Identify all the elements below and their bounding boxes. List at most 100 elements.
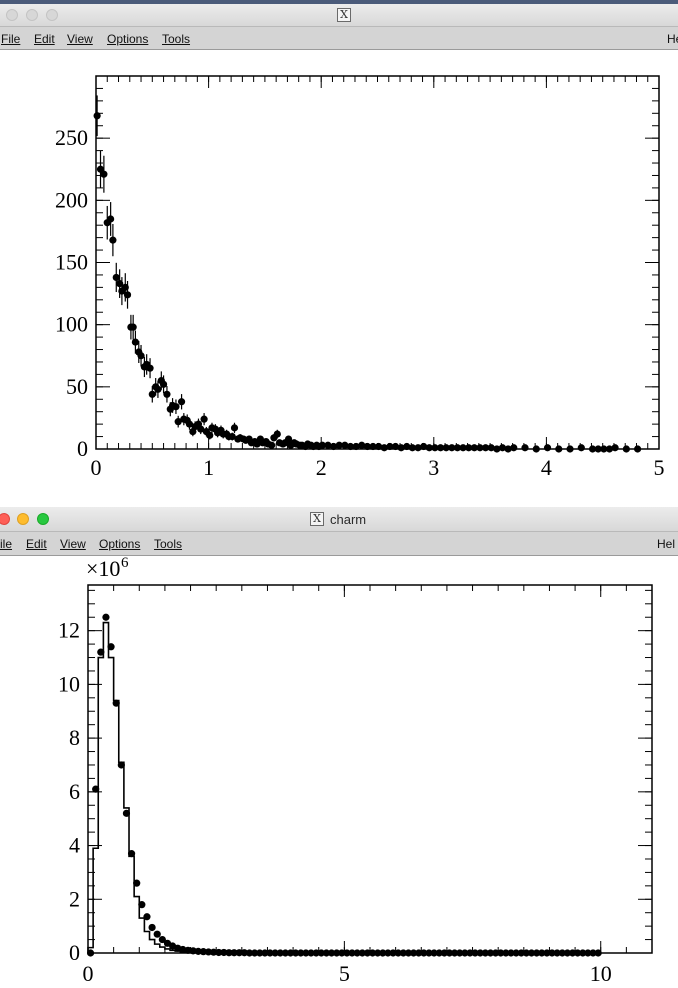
y-axis-multiplier: ×10 [86,556,120,581]
data-point [487,444,495,452]
menu-options[interactable]: Options [99,537,141,551]
menu-file[interactable]: ile [0,537,13,551]
data-point [456,949,464,957]
data-point [459,444,467,452]
data-point [470,444,478,452]
data-point [363,442,371,451]
data-point [436,444,445,452]
data-point [502,949,510,957]
data-point [510,444,518,452]
data-point [215,948,223,957]
root-canvas-window-1: X File Edit View Options Tools He 0 1 2 3 4 5… [0,0,678,505]
data-point [622,445,630,453]
y-tick-label: 200 [55,187,88,212]
data-point [521,444,529,452]
menu-help[interactable]: Hel [657,537,676,551]
menu-edit[interactable]: Edit [26,537,47,551]
data-point [338,949,346,957]
data-point [100,170,108,178]
data-point [453,444,462,452]
data-point [307,949,315,957]
x-tick-label: 1 [203,455,214,480]
data-point [403,442,411,451]
menu-view[interactable]: View [67,32,93,46]
data-point [589,949,597,957]
menu-file[interactable]: File [1,32,21,46]
menu-help[interactable]: He [667,32,678,46]
data-point [230,949,238,957]
y-tick-label: 6 [69,779,80,804]
data-point [302,949,310,957]
data-point [266,949,274,957]
zoom-button[interactable] [37,513,49,525]
x-tick-label: 0 [91,455,102,480]
data-point [440,949,448,957]
x11-app-icon: X [310,512,324,526]
menu-tools[interactable]: Tools [154,537,183,551]
data-point [322,949,331,957]
data-point [543,949,551,957]
window-titlebar[interactable]: X charm [0,507,678,532]
data-point [172,403,180,411]
data-point [368,949,377,957]
data-point [445,949,454,957]
data-point [563,949,572,957]
data-point [533,949,541,957]
x-tick-label: 5 [654,455,665,480]
data-point [517,949,525,957]
data-point [335,441,343,449]
menu-edit[interactable]: Edit [34,32,55,46]
x-tick-label: 0 [83,961,94,986]
data-point [588,445,597,453]
data-point [131,338,140,346]
data-point [408,444,417,452]
y-tick-label: 250 [55,125,88,150]
data-point [584,949,592,957]
zoom-button[interactable] [46,9,58,21]
menu-view[interactable]: View [60,537,86,551]
data-point [327,949,336,957]
data-point [451,949,459,957]
data-point [174,418,182,426]
data-point [220,948,228,957]
data-point [284,435,293,443]
data-point [374,949,382,957]
data-point [414,444,422,452]
x-tick-label: 5 [339,961,350,986]
window-titlebar[interactable]: X [0,4,678,27]
data-point [112,273,120,282]
y-tick-label: 150 [55,250,88,275]
data-point [281,949,289,957]
menu-bar: ile Edit View Options Tools Hel [0,532,678,556]
data-point [235,949,243,957]
data-point [399,949,407,957]
data-point [268,441,276,449]
screen-top-edge [0,0,678,4]
close-button[interactable] [6,9,18,21]
data-point [471,949,479,957]
data-point [461,949,469,957]
data-point [185,420,194,428]
minimize-button[interactable] [17,513,29,525]
data-point [548,949,556,957]
menu-options[interactable]: Options [107,32,149,46]
data-point [230,424,239,432]
data-point [476,444,484,452]
minimize-button[interactable] [26,9,38,21]
data-point [348,949,356,957]
data-point [568,949,577,957]
data-point [276,949,284,957]
menu-tools[interactable]: Tools [162,32,191,46]
close-button[interactable] [0,513,10,525]
data-point [292,949,300,957]
data-point [527,949,536,957]
data-point [358,441,366,449]
data-point [109,236,117,244]
data-point [435,949,443,957]
data-point [389,949,397,957]
data-point [352,442,360,451]
data-point [346,442,355,451]
data-point [391,442,400,451]
